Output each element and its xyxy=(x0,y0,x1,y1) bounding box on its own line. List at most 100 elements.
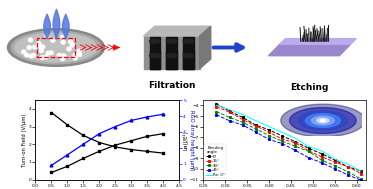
Line: 30°: 30° xyxy=(216,111,362,180)
30° xyxy=(267,134,271,137)
0° xyxy=(346,166,350,168)
Bar xyxy=(150,51,160,69)
Bar xyxy=(183,37,194,69)
30° xyxy=(228,116,232,119)
Circle shape xyxy=(67,47,71,51)
Ellipse shape xyxy=(7,29,104,66)
0° xyxy=(241,116,245,119)
Ellipse shape xyxy=(166,39,177,43)
Re: 0°: (0.55, -9.08): 0°: (0.55, -9.08) xyxy=(333,158,337,160)
Circle shape xyxy=(22,50,26,54)
Circle shape xyxy=(60,57,65,61)
Circle shape xyxy=(61,40,65,44)
0° xyxy=(228,110,232,112)
Re: 0°: (0.58, -9.55): 0°: (0.58, -9.55) xyxy=(346,163,350,165)
Legend: 0°, 15°, 30°, 45°, Re: 0°: 0°, 15°, 30°, 45°, Re: 0° xyxy=(204,144,226,178)
Circle shape xyxy=(62,55,66,58)
Polygon shape xyxy=(280,39,356,44)
Re: 0°: (0.49, -7.88): 0°: (0.49, -7.88) xyxy=(306,145,311,148)
30° xyxy=(293,145,298,147)
15° xyxy=(333,161,337,163)
15° xyxy=(267,131,271,133)
Circle shape xyxy=(44,55,48,59)
15° xyxy=(214,106,219,108)
45° xyxy=(319,162,324,164)
0° xyxy=(293,141,298,143)
Circle shape xyxy=(46,51,50,55)
0° xyxy=(319,153,324,155)
30° xyxy=(359,178,363,180)
Circle shape xyxy=(39,49,43,53)
Ellipse shape xyxy=(183,54,194,58)
Bar xyxy=(166,37,177,69)
0° xyxy=(306,147,311,149)
Text: Etching: Etching xyxy=(291,83,329,92)
Text: Filtration: Filtration xyxy=(148,81,195,90)
Ellipse shape xyxy=(150,39,160,43)
15° xyxy=(359,173,363,175)
15° xyxy=(293,142,298,144)
45° xyxy=(293,149,298,152)
Circle shape xyxy=(31,54,35,57)
Circle shape xyxy=(78,53,82,57)
Circle shape xyxy=(49,51,53,54)
Circle shape xyxy=(28,38,32,42)
Y-axis label: RGO array height (μm): RGO array height (μm) xyxy=(189,110,194,170)
Re: 0°: (0.4, -5.99): 0°: (0.4, -5.99) xyxy=(267,125,271,128)
Line: Re: 0°: Re: 0° xyxy=(216,105,361,171)
30° xyxy=(241,121,245,123)
Circle shape xyxy=(25,53,29,57)
Re: 0°: (0.52, -8.29): 0°: (0.52, -8.29) xyxy=(319,150,324,152)
Circle shape xyxy=(38,45,43,48)
Y-axis label: Turn-on Field (V/μm): Turn-on Field (V/μm) xyxy=(22,113,27,167)
Circle shape xyxy=(73,53,77,57)
Circle shape xyxy=(45,34,49,38)
30° xyxy=(214,111,219,113)
0° xyxy=(267,129,271,131)
Circle shape xyxy=(40,56,44,59)
Polygon shape xyxy=(200,26,211,69)
Circle shape xyxy=(69,40,73,44)
45° xyxy=(228,120,232,122)
15° xyxy=(254,125,258,127)
Y-axis label: Ln(J/E²): Ln(J/E²) xyxy=(183,130,189,150)
15° xyxy=(346,166,350,168)
Re: 0°: (0.34, -4.86): 0°: (0.34, -4.86) xyxy=(241,113,245,116)
15° xyxy=(306,150,311,152)
15° xyxy=(280,138,285,140)
Circle shape xyxy=(40,45,44,49)
15° xyxy=(241,119,245,121)
Re: 0°: (0.46, -7.1): 0°: (0.46, -7.1) xyxy=(293,137,298,139)
Re: 0°: (0.28, -3.98): 0°: (0.28, -3.98) xyxy=(214,104,219,106)
0° xyxy=(280,135,285,137)
30° xyxy=(306,150,311,153)
Circle shape xyxy=(27,46,31,50)
30° xyxy=(280,140,285,142)
45° xyxy=(346,174,350,176)
0° xyxy=(254,124,258,126)
Line: 45°: 45° xyxy=(216,114,362,181)
Polygon shape xyxy=(144,26,211,36)
0° xyxy=(359,170,363,172)
30° xyxy=(319,159,324,161)
Bar xyxy=(183,51,194,69)
Circle shape xyxy=(57,53,61,57)
Circle shape xyxy=(32,45,37,49)
Circle shape xyxy=(29,54,34,58)
Circle shape xyxy=(62,54,66,57)
Ellipse shape xyxy=(15,33,97,62)
Circle shape xyxy=(51,39,55,42)
Ellipse shape xyxy=(166,54,177,58)
0° xyxy=(214,103,219,105)
45° xyxy=(267,138,271,141)
45° xyxy=(214,114,219,116)
15° xyxy=(319,156,324,158)
Circle shape xyxy=(73,56,77,60)
Polygon shape xyxy=(269,44,351,56)
Re: 0°: (0.61, -10.2): 0°: (0.61, -10.2) xyxy=(359,170,363,172)
Re: 0°: (0.43, -6.56): 0°: (0.43, -6.56) xyxy=(280,131,285,134)
Circle shape xyxy=(37,42,41,45)
Re: 0°: (0.31, -4.39): 0°: (0.31, -4.39) xyxy=(228,108,232,111)
30° xyxy=(254,128,258,130)
45° xyxy=(359,179,363,181)
